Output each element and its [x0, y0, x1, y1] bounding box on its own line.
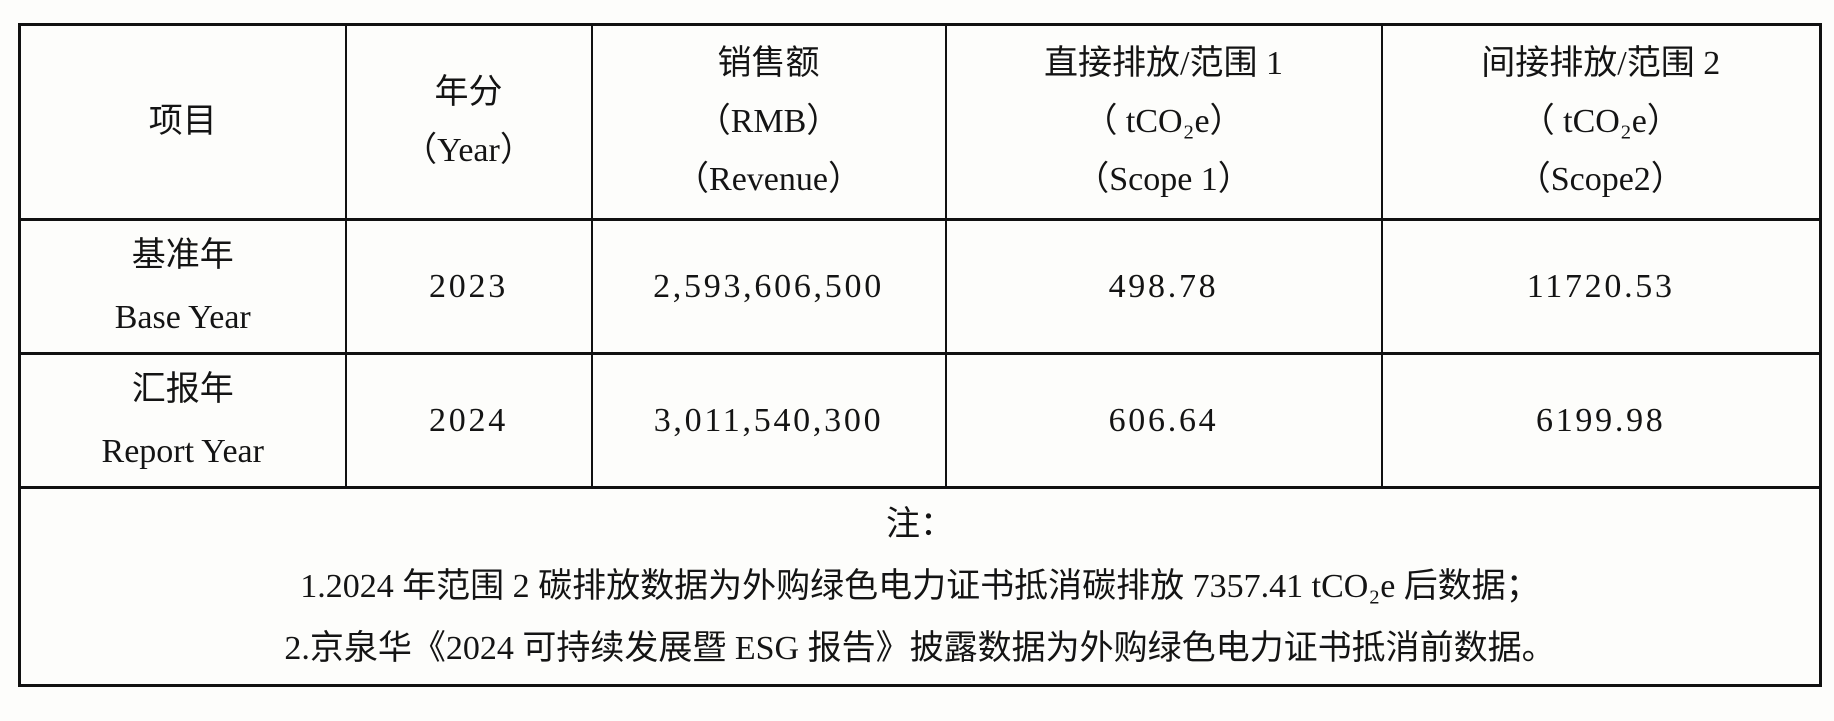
header-scope2-zh: 间接排放/范围 2 [1481, 45, 1721, 82]
cell-scope2: 11720.53 [1380, 218, 1822, 355]
esg-emissions-table: 项目 年分 （Year） 销售额 （RMB） （Revenue） 直接排放/范围… [18, 23, 1822, 687]
table-row-base-year: 基准年 Base Year 2023 2,593,606,500 498.78 … [18, 218, 1822, 355]
cell-item: 基准年 Base Year [18, 218, 347, 355]
header-year-zh: 年分 [434, 74, 503, 111]
header-revenue-en: （Revenue） [675, 161, 862, 198]
header-cell-item: 项目 [18, 23, 347, 221]
notes-label: 注： [886, 505, 954, 543]
header-cell-scope2: 间接排放/范围 2 （ tCO₂e） （Scope2） [1380, 23, 1822, 221]
item-label-zh: 基准年 [131, 236, 234, 274]
header-cell-year: 年分 （Year） [344, 23, 593, 221]
notes-cell: 注： 1.2024 年范围 2 碳排放数据为外购绿色电力证书抵消碳排放 7357… [18, 486, 1822, 687]
item-label-en: Base Year [114, 298, 251, 336]
cell-scope1: 498.78 [944, 218, 1383, 355]
item-label-en: Report Year [101, 432, 264, 470]
header-year-en: （Year） [403, 132, 534, 169]
header-scope1-unit: （ tCO₂e） [1083, 103, 1244, 140]
cell-item: 汇报年 Report Year [18, 352, 347, 489]
header-revenue-unit: （RMB） [696, 103, 841, 140]
header-row: 项目 年分 （Year） 销售额 （RMB） （Revenue） 直接排放/范围… [18, 23, 1822, 221]
cell-year: 2024 [344, 352, 593, 489]
note-line-1: 1.2024 年范围 2 碳排放数据为外购绿色电力证书抵消碳排放 7357.41… [300, 567, 1540, 605]
header-scope1-zh: 直接排放/范围 1 [1044, 45, 1283, 82]
cell-scope1: 606.64 [944, 352, 1383, 489]
cell-scope2: 6199.98 [1380, 352, 1822, 489]
cell-year: 2023 [344, 218, 593, 355]
cell-revenue: 3,011,540,300 [590, 352, 947, 489]
notes-row: 注： 1.2024 年范围 2 碳排放数据为外购绿色电力证书抵消碳排放 7357… [18, 486, 1822, 687]
header-scope2-en: （Scope2） [1516, 161, 1685, 198]
header-cell-revenue: 销售额 （RMB） （Revenue） [590, 23, 947, 221]
header-cell-scope1: 直接排放/范围 1 （ tCO₂e） （Scope 1） [944, 23, 1383, 221]
item-label-zh: 汇报年 [131, 370, 234, 408]
cell-revenue: 2,593,606,500 [590, 218, 947, 355]
header-scope2-unit: （ tCO₂e） [1520, 103, 1681, 140]
header-item-label: 项目 [148, 103, 217, 140]
header-revenue-zh: 销售额 [717, 45, 820, 82]
note-line-2: 2.京泉华《2024 可持续发展暨 ESG 报告》披露数据为外购绿色电力证书抵消… [284, 629, 1556, 667]
table-row-report-year: 汇报年 Report Year 2024 3,011,540,300 606.6… [18, 352, 1822, 489]
header-scope1-en: （Scope 1） [1075, 161, 1252, 198]
